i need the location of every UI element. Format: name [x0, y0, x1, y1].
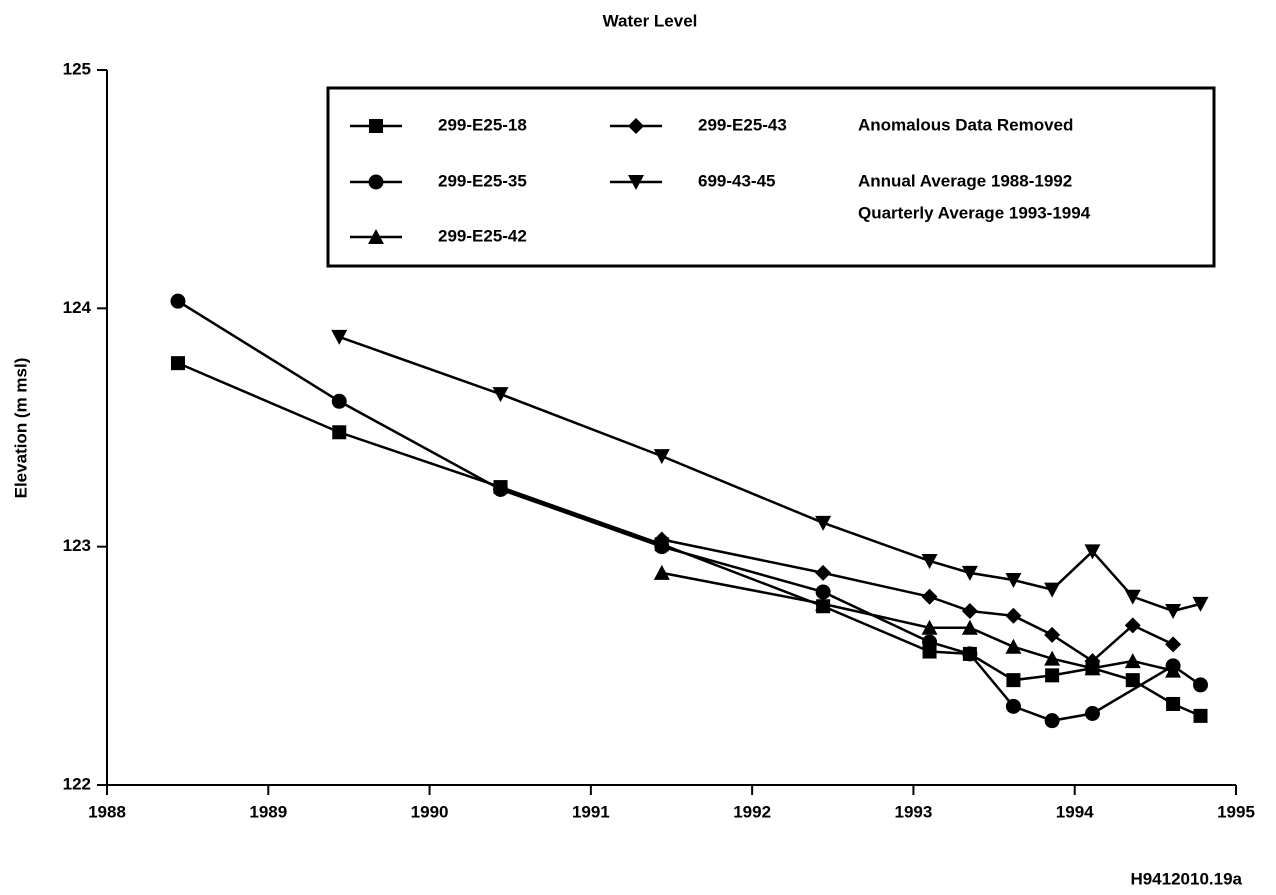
marker	[1006, 673, 1021, 688]
legend-marker	[628, 118, 644, 134]
chart-title: Water Level	[603, 11, 698, 30]
marker	[961, 565, 978, 581]
x-tick-label: 1991	[572, 802, 610, 821]
marker	[1005, 607, 1022, 624]
x-tick-label: 1989	[249, 802, 287, 821]
marker	[1005, 698, 1021, 714]
marker	[961, 619, 978, 635]
series-line	[177, 300, 1202, 722]
marker	[1165, 604, 1182, 620]
marker	[1084, 653, 1101, 670]
marker	[962, 646, 978, 662]
legend-marker	[369, 119, 383, 133]
y-tick-label: 122	[63, 774, 91, 793]
marker	[331, 329, 348, 345]
legend-box	[326, 86, 1216, 268]
marker	[1045, 668, 1060, 683]
marker	[1124, 589, 1141, 605]
marker	[1125, 673, 1140, 688]
marker	[1124, 653, 1141, 669]
legend-marker	[368, 174, 384, 190]
marker	[170, 293, 186, 309]
marker	[1044, 582, 1061, 598]
marker	[1044, 626, 1061, 643]
marker	[493, 481, 509, 497]
x-tick-label: 1995	[1217, 802, 1255, 821]
marker	[921, 553, 938, 569]
x-tick-label: 1992	[733, 802, 771, 821]
marker	[653, 564, 670, 580]
marker	[653, 531, 670, 548]
marker	[1165, 662, 1182, 678]
legend-label: 299-E25-18	[438, 115, 527, 134]
marker	[1165, 636, 1182, 653]
marker	[1124, 617, 1141, 634]
marker	[815, 584, 831, 600]
legend-marker	[368, 229, 384, 244]
series-line	[338, 335, 1201, 613]
y-tick-label: 124	[63, 298, 92, 317]
x-tick-label: 1988	[88, 802, 126, 821]
y-tick-label: 123	[63, 536, 91, 555]
marker	[815, 595, 832, 611]
legend-label: 299-E25-35	[438, 171, 527, 190]
marker	[1044, 713, 1060, 729]
marker	[1166, 696, 1181, 711]
marker	[492, 387, 509, 403]
marker	[170, 356, 185, 371]
marker	[331, 393, 347, 409]
marker	[1084, 544, 1101, 560]
marker	[1044, 650, 1061, 666]
marker	[1084, 706, 1100, 721]
y-tick-label: 125	[63, 59, 91, 78]
legend-note: Quarterly Average 1993-1994	[858, 203, 1091, 222]
x-tick-label: 1990	[411, 802, 449, 821]
marker	[921, 588, 938, 605]
x-tick-label: 1994	[1056, 802, 1094, 821]
y-axis-label: Elevation (m msl)	[11, 358, 30, 499]
marker	[1005, 638, 1022, 654]
legend-note: Annual Average 1988-1992	[858, 171, 1072, 190]
legend-note: Anomalous Data Removed	[858, 115, 1073, 134]
marker	[961, 603, 978, 620]
footer: H9412010.19a	[1130, 869, 1242, 888]
marker	[1005, 573, 1022, 589]
marker	[921, 619, 938, 635]
marker	[1193, 677, 1209, 693]
marker	[1193, 708, 1208, 723]
marker	[815, 515, 832, 531]
marker	[922, 634, 938, 650]
legend-marker	[628, 175, 644, 190]
marker	[815, 564, 832, 581]
legend-label: 699-43-45	[698, 171, 776, 190]
marker	[332, 425, 347, 440]
marker	[653, 449, 670, 465]
legend-label: 299-E25-42	[438, 226, 527, 245]
x-tick-label: 1993	[895, 802, 933, 821]
legend-label: 299-E25-43	[698, 115, 787, 134]
marker	[1192, 596, 1209, 612]
